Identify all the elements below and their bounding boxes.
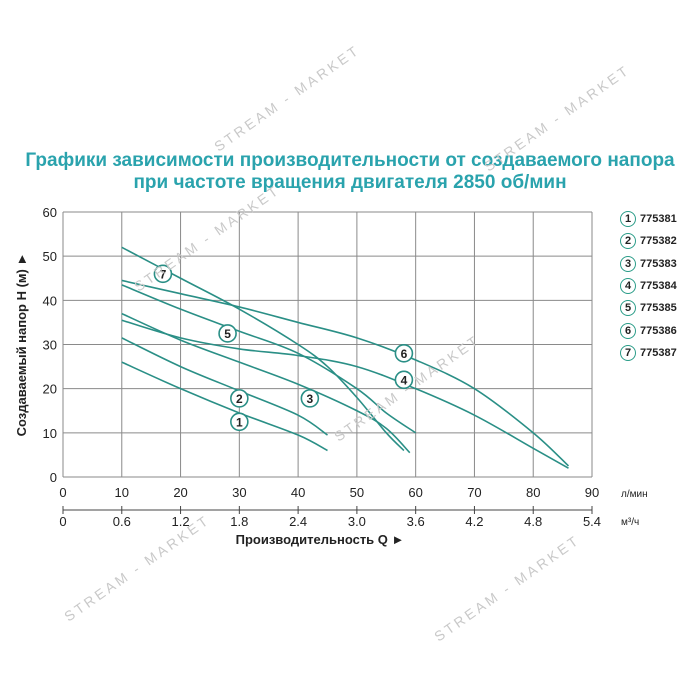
curve-marker-circle (153, 264, 173, 284)
legend-item: 4 775384 (620, 275, 677, 297)
x-tick-label-secondary: 5.4 (583, 514, 601, 529)
x-tick-label: 70 (467, 485, 481, 500)
x-tick-label-secondary: 0.6 (113, 514, 131, 529)
curve-marker-circle (230, 389, 249, 408)
legend-label: 775382 (640, 235, 677, 248)
x-tick-label: 60 (408, 485, 422, 500)
x-axis-label: Производительность Q ► (236, 532, 405, 547)
x-tick-label: 10 (115, 485, 129, 500)
x-unit-secondary: м³/ч (621, 517, 639, 528)
legend-marker: 2 (620, 233, 636, 250)
x-tick-label-secondary: 3.0 (348, 514, 366, 529)
curve-marker-label: 6 (401, 347, 408, 361)
x-tick-label-secondary: 1.8 (230, 514, 248, 529)
legend-marker: 5 (620, 300, 636, 317)
legend-item: 1 775381 (620, 208, 677, 230)
curve-marker-circle (394, 370, 414, 390)
x-tick-label: 50 (350, 485, 364, 500)
legend-marker: 4 (620, 278, 636, 295)
curve-marker-label: 5 (224, 327, 231, 341)
legend-label: 775384 (640, 280, 677, 293)
series-line-775384 (121, 319, 569, 469)
curve-marker-label: 2 (236, 392, 243, 406)
y-tick-label: 10 (43, 426, 57, 441)
series-line-775383 (121, 312, 411, 454)
axes: 0 10 20 30 40 50 60 0 10 20 30 40 50 60 70 80 90 0 0.6 1.2 1… (43, 205, 602, 529)
legend-marker: 3 (620, 255, 636, 272)
legend: 1 775381 2 775382 3 775383 4 775384 5 77… (620, 208, 677, 364)
legend-item: 2 775382 (620, 230, 677, 252)
legend-label: 775387 (640, 346, 677, 359)
legend-label: 775383 (640, 257, 677, 270)
x-tick-label-secondary: 1.2 (172, 514, 190, 529)
legend-item: 3 775383 (620, 253, 677, 275)
x-unit-primary: л/мин (621, 489, 648, 500)
legend-item: 5 775385 (620, 297, 677, 319)
x-tick-label-secondary: 4.8 (524, 514, 542, 529)
curve-marker-circle (394, 344, 414, 363)
y-tick-label: 50 (43, 249, 57, 264)
legend-item: 6 775386 (620, 319, 677, 341)
legend-marker: 6 (620, 322, 636, 339)
curve-labels: 1 2 3 4 5 6 7 (153, 264, 414, 432)
x-tick-label: 0 (59, 485, 66, 500)
legend-item: 7 775387 (620, 342, 677, 364)
series-line-775381 (121, 361, 328, 452)
y-tick-label: 20 (43, 382, 57, 397)
chart-title-line1: Графики зависимости производительности о… (25, 150, 675, 171)
legend-marker: 7 (620, 344, 636, 361)
legend-marker: 1 (620, 211, 636, 228)
series-line-775386 (121, 279, 570, 467)
legend-label: 775381 (640, 213, 677, 226)
legend-label: 775386 (640, 324, 677, 337)
x-tick-label: 90 (585, 485, 599, 500)
x-tick-label: 40 (291, 485, 305, 500)
x-tick-label-secondary: 3.6 (407, 514, 425, 529)
curve-marker-label: 3 (307, 392, 314, 406)
y-tick-label: 40 (43, 293, 57, 308)
curve-marker-label: 4 (401, 373, 408, 387)
x-tick-label-secondary: 0 (59, 514, 66, 529)
x-tick-label-secondary: 4.2 (465, 514, 483, 529)
chart-title-line2: при частоте вращения двигателя 2850 об/м… (133, 172, 567, 193)
legend-label: 775385 (640, 302, 677, 315)
y-tick-label: 60 (43, 205, 57, 220)
x-tick-label: 20 (173, 485, 187, 500)
curve-marker-circle (300, 389, 320, 408)
curve-marker-label: 7 (160, 267, 167, 281)
x-tick-label: 80 (526, 485, 540, 500)
curve-marker-label: 1 (236, 415, 243, 429)
x-tick-label: 30 (232, 485, 246, 500)
series-line-775385 (121, 284, 417, 434)
y-tick-label: 0 (50, 470, 57, 485)
y-axis-label: Создаваемый напор H (м) ► (14, 253, 29, 437)
x-tick-label-secondary: 2.4 (289, 514, 307, 529)
curve-marker-circle (230, 412, 249, 432)
y-tick-label: 30 (43, 338, 57, 353)
series-line-775387 (121, 246, 405, 452)
series-layer (121, 246, 570, 469)
curve-marker-circle (218, 324, 237, 343)
